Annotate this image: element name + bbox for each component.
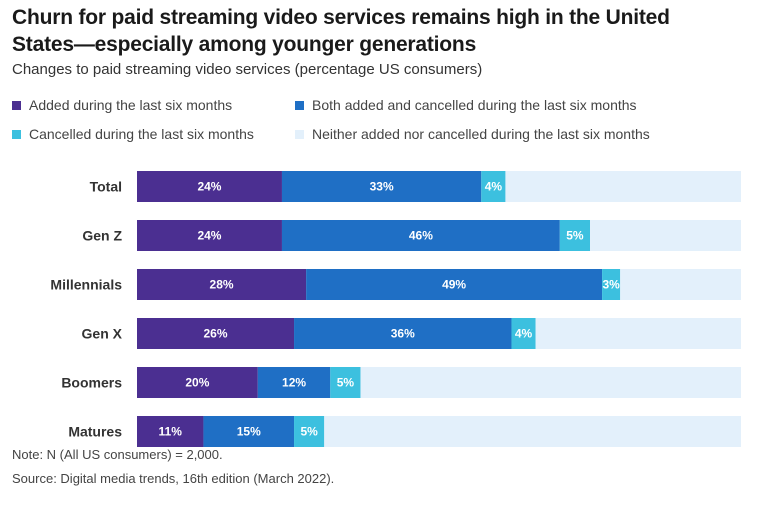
- legend-label-cancelled: Cancelled during the last six months: [29, 126, 254, 142]
- bar-segment-boomers-series-2: [330, 367, 361, 398]
- data-label-gen-x-series-0: 26%: [204, 327, 228, 341]
- data-label-gen-z-series-1: 46%: [409, 229, 433, 243]
- y-tick-label-total: Total: [90, 179, 122, 195]
- bar-segment-gen-x-series-1: [294, 318, 512, 349]
- bar-segment-total-series-2: [481, 171, 506, 202]
- bar-segment-gen-z-series-1: [281, 220, 560, 251]
- legend-item-cancelled: Cancelled during the last six months: [12, 126, 254, 142]
- data-label-total-series-1: 33%: [370, 180, 394, 194]
- bar-segment-millennials-series-0: [137, 269, 307, 300]
- bar-segment-matures-series-3: [324, 416, 741, 447]
- bar-segment-total-series-3: [505, 171, 741, 202]
- data-label-boomers-series-0: 20%: [185, 376, 209, 390]
- bar-segment-millennials-series-1: [306, 269, 603, 300]
- data-label-gen-z-series-2: 5%: [566, 229, 584, 243]
- bar-segment-matures-series-1: [203, 416, 295, 447]
- legend-label-neither: Neither added nor cancelled during the l…: [312, 126, 650, 142]
- data-label-gen-z-series-0: 24%: [197, 229, 221, 243]
- bar-segment-gen-z-series-3: [590, 220, 741, 251]
- legend-swatch-both: [295, 100, 304, 110]
- y-tick-label-millennials: Millennials: [50, 277, 122, 293]
- bar-segment-millennials-series-2: [602, 269, 621, 300]
- bar-segment-boomers-series-3: [360, 367, 741, 398]
- data-label-boomers-series-2: 5%: [337, 376, 355, 390]
- chart-note: Note: N (All US consumers) = 2,000.: [12, 447, 223, 462]
- bar-segment-gen-z-series-2: [559, 220, 590, 251]
- chart-subtitle: Changes to paid streaming video services…: [12, 61, 483, 78]
- bar-segment-boomers-series-0: [137, 367, 258, 398]
- bar-segment-total-series-1: [281, 171, 482, 202]
- legend-swatch-neither: [295, 129, 304, 139]
- data-label-millennials-series-1: 49%: [442, 278, 466, 292]
- y-tick-label-boomers: Boomers: [61, 375, 122, 391]
- data-label-matures-series-0: 11%: [159, 425, 183, 439]
- data-label-total-series-2: 4%: [485, 180, 503, 194]
- chart-title: Churn for paid streaming video services …: [12, 6, 670, 56]
- bar-segment-boomers-series-1: [257, 367, 331, 398]
- legend-label-both: Both added and cancelled during the last…: [312, 97, 637, 113]
- legend-swatch-cancelled: [12, 129, 21, 139]
- legend-item-added: Added during the last six months: [12, 97, 232, 113]
- legend-label-added: Added during the last six months: [29, 97, 233, 113]
- data-label-gen-x-series-2: 4%: [515, 327, 533, 341]
- data-label-millennials-series-2: 3%: [602, 278, 620, 292]
- bar-segment-gen-z-series-0: [137, 220, 282, 251]
- chart-source: Source: Digital media trends, 16th editi…: [12, 471, 335, 486]
- data-label-millennials-series-0: 28%: [210, 278, 234, 292]
- bar-segment-matures-series-0: [137, 416, 204, 447]
- data-label-matures-series-1: 15%: [237, 425, 261, 439]
- bar-segment-gen-x-series-0: [137, 318, 295, 349]
- data-label-total-series-0: 24%: [197, 180, 221, 194]
- legend-item-both: Both added and cancelled during the last…: [295, 97, 637, 113]
- stacked-bar-chart: Total 24% 33% 4% Gen Z 24% 46% 5% Millennials 28%…: [50, 171, 741, 447]
- bar-segment-matures-series-2: [294, 416, 325, 447]
- data-label-gen-x-series-1: 36%: [391, 327, 415, 341]
- bar-segment-gen-x-series-2: [511, 318, 536, 349]
- y-tick-label-gen-z: Gen Z: [82, 228, 122, 244]
- legend-item-neither: Neither added nor cancelled during the l…: [295, 126, 650, 142]
- bar-segment-total-series-0: [137, 171, 282, 202]
- data-label-matures-series-2: 5%: [300, 425, 318, 439]
- bar-segment-gen-x-series-3: [535, 318, 741, 349]
- y-tick-label-matures: Matures: [68, 424, 122, 440]
- legend-swatch-added: [12, 100, 21, 110]
- y-tick-label-gen-x: Gen X: [82, 326, 123, 342]
- bar-segment-millennials-series-3: [620, 269, 741, 300]
- data-label-boomers-series-1: 12%: [282, 376, 306, 390]
